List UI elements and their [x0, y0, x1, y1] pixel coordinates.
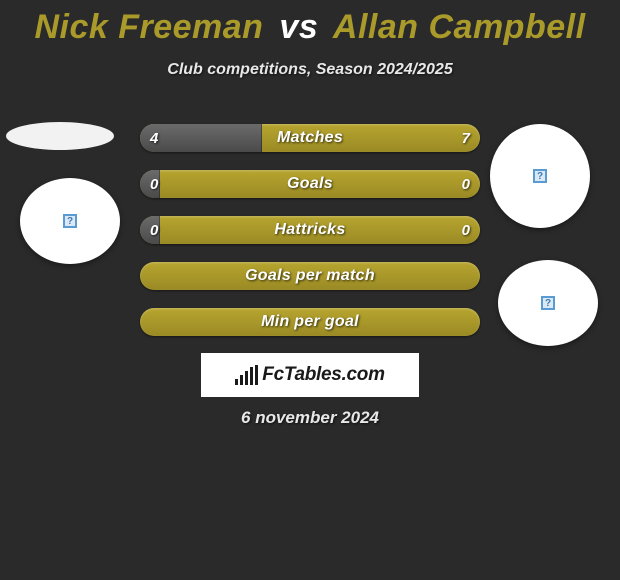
image-placeholder-icon: ?: [533, 169, 547, 183]
subtitle: Club competitions, Season 2024/2025: [0, 61, 620, 79]
image-placeholder-icon: ?: [63, 214, 77, 228]
stat-label: Goals: [140, 170, 480, 198]
fctables-logo: FcTables.com: [201, 353, 419, 397]
player1-name: Nick Freeman: [34, 8, 263, 46]
player2-name: Allan Campbell: [333, 8, 586, 46]
stat-bar: Min per goal: [140, 308, 480, 336]
logo-bars-icon: [235, 365, 258, 385]
stat-label: Goals per match: [140, 262, 480, 290]
stat-left-value: 0: [150, 170, 158, 198]
stat-bar: Goals0 0: [140, 170, 480, 198]
club-badge: ?: [498, 260, 598, 346]
vs-separator: vs: [279, 8, 318, 46]
logo-text: FcTables.com: [262, 364, 384, 386]
stat-right-value: 7: [462, 124, 470, 152]
stat-label: Hattricks: [140, 216, 480, 244]
stat-label: Min per goal: [140, 308, 480, 336]
stat-bar: Hattricks0 0: [140, 216, 480, 244]
comparison-title: Nick Freeman vs Allan Campbell: [0, 0, 620, 47]
image-placeholder-icon: ?: [541, 296, 555, 310]
stat-bar: Goals per match: [140, 262, 480, 290]
stat-left-value: 0: [150, 216, 158, 244]
player1-avatar: ?: [20, 178, 120, 264]
date-label: 6 november 2024: [0, 408, 620, 428]
comparison-bars: Matches47Goals00Hattricks00Goals per mat…: [140, 124, 480, 354]
stat-label: Matches: [140, 124, 480, 152]
player2-avatar: ?: [490, 124, 590, 228]
stat-left-value: 4: [150, 124, 158, 152]
stat-right-value: 0: [462, 170, 470, 198]
decorative-ellipse: [6, 122, 114, 150]
stat-right-value: 0: [462, 216, 470, 244]
stat-bar: Matches4 7: [140, 124, 480, 152]
